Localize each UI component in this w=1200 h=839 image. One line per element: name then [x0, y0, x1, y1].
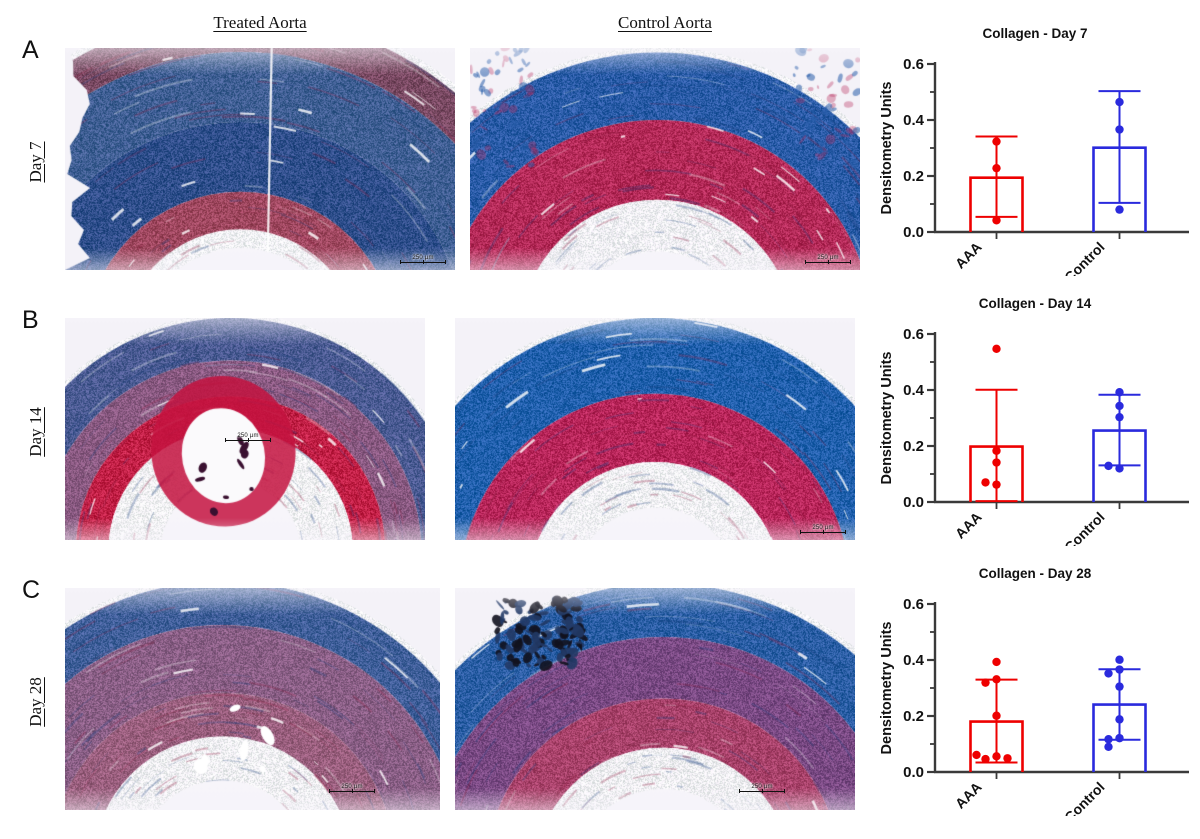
data-point [1115, 97, 1124, 107]
x-tick-label: Control [1061, 779, 1108, 816]
data-point [1104, 735, 1113, 744]
data-point [1115, 715, 1124, 724]
column-header-treated-aorta: Treated Aorta [213, 13, 307, 32]
data-point [1115, 665, 1124, 674]
histology-image-control-day-14: 250 µm [455, 318, 855, 540]
data-point [992, 657, 1001, 667]
data-point [992, 344, 1001, 354]
chart-collagen-day-28: Collagen - Day 28 0.0 0.2 0.4 0.6 Densitomet… [875, 566, 1195, 816]
data-point [1115, 655, 1124, 664]
data-point [981, 678, 990, 687]
y-tick-label: 0.2 [903, 168, 924, 185]
histology-image-treated-day-7: 250 µm [65, 48, 455, 270]
data-point [1115, 205, 1124, 214]
column-header-control-aorta: Control Aorta [618, 13, 712, 32]
data-point [1104, 669, 1113, 678]
y-tick-label: 0.6 [903, 596, 924, 613]
data-point [1115, 464, 1124, 473]
row-label-day-14: Day 14 [26, 407, 45, 457]
data-point [1115, 401, 1124, 411]
y-tick-label: 0.4 [903, 652, 925, 669]
data-point [1115, 125, 1124, 134]
data-point [1003, 754, 1012, 763]
data-point [992, 675, 1001, 684]
chart-title-day-7: Collagen - Day 7 [982, 26, 1088, 41]
x-tick-label: Control [1061, 509, 1108, 546]
data-point [992, 163, 1001, 173]
row-label-day-28: Day 28 [26, 677, 45, 727]
chart-collagen-day-14: Collagen - Day 14 0.0 0.2 0.4 0.6 Densitomet… [875, 296, 1195, 546]
data-point [981, 478, 990, 487]
histology-image-treated-day-28: 250 µm [65, 588, 440, 810]
chart-svg: 0.0 0.2 0.4 0.6 Densitometry Units AAA Control [879, 326, 1189, 546]
data-point [992, 137, 1001, 146]
y-tick-label: 0.4 [903, 382, 925, 399]
chart-collagen-day-7: Collagen - Day 7 0.0 0.2 0.4 0.6 Densitometr… [875, 26, 1195, 276]
y-tick-label: 0.4 [903, 112, 925, 129]
y-tick-label: 0.0 [903, 224, 924, 241]
histology-image-control-day-28: 250 µm [455, 588, 855, 810]
y-tick-label: 0.6 [903, 56, 924, 73]
data-point [1104, 461, 1113, 471]
y-tick-label: 0.0 [903, 494, 924, 511]
data-point [992, 752, 1001, 761]
histology-image-control-day-7: 250 µm [470, 48, 860, 270]
chart-title-day-14: Collagen - Day 14 [978, 296, 1092, 311]
row-label-day-7: Day 7 [26, 141, 45, 183]
histology-image-treated-day-14: 250 µm [65, 318, 425, 540]
y-tick-label: 0.2 [903, 708, 924, 725]
panel-letter-a: A [22, 36, 39, 64]
chart-svg: 0.0 0.2 0.4 0.6 Densitometry Units AAA Control [879, 596, 1189, 816]
data-point [1115, 733, 1124, 743]
data-point [1115, 412, 1124, 422]
data-point [992, 711, 1001, 720]
y-axis-label: Densitometry Units [879, 82, 895, 215]
data-point [981, 754, 990, 764]
x-tick-label: AAA [952, 509, 985, 542]
data-point [992, 446, 1001, 455]
y-axis-label: Densitometry Units [879, 622, 895, 755]
y-axis-label: Densitometry Units [879, 352, 895, 485]
panel-letter-b: B [22, 306, 39, 334]
chart-svg: 0.0 0.2 0.4 0.6 Densitometry Units AAA Control [879, 56, 1189, 276]
data-point [992, 216, 1001, 225]
chart-title-day-28: Collagen - Day 28 [978, 566, 1092, 581]
y-tick-label: 0.0 [903, 764, 924, 781]
x-tick-label: AAA [952, 779, 985, 812]
data-point [1104, 742, 1113, 751]
data-point [992, 480, 1001, 489]
data-point [972, 750, 981, 760]
panel-letter-c: C [22, 576, 41, 604]
data-point [1115, 682, 1124, 691]
data-point [1115, 388, 1124, 397]
y-tick-label: 0.6 [903, 326, 924, 343]
x-tick-label: Control [1061, 239, 1108, 276]
data-point [992, 458, 1001, 467]
y-tick-label: 0.2 [903, 438, 924, 455]
x-tick-label: AAA [952, 239, 985, 272]
